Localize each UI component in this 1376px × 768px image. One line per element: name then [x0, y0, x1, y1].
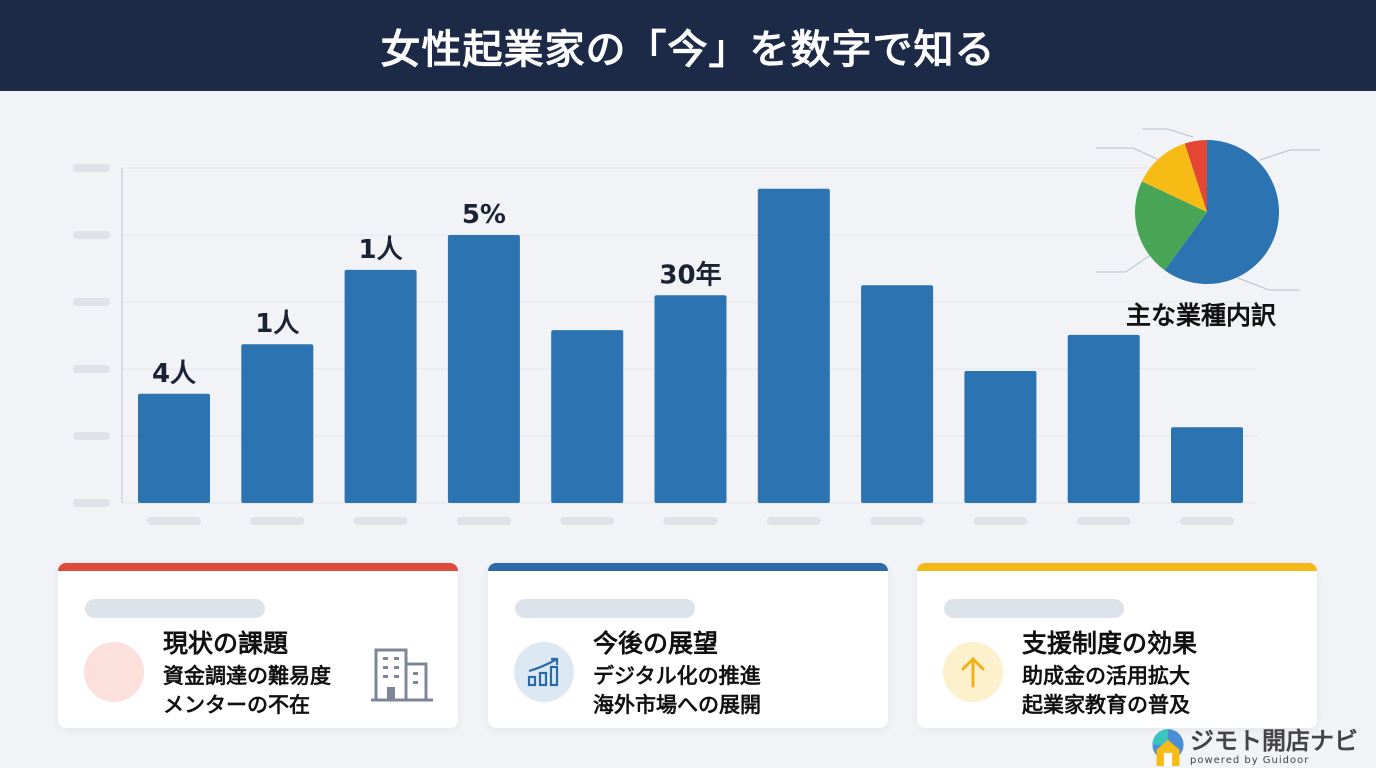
pie-leader-line	[1237, 277, 1300, 291]
card-accent	[488, 563, 888, 571]
x-tick-label-placeholder	[870, 517, 925, 525]
pie-slice	[1184, 140, 1207, 212]
card-challenges: 現状の課題 資金調達の難易度 メンターの不在	[58, 563, 458, 728]
arrow-up-icon	[943, 642, 1003, 702]
circle-icon	[84, 642, 144, 702]
y-tick-label-placeholder	[73, 298, 110, 306]
x-tick-label-placeholder	[973, 517, 1028, 525]
bar	[861, 285, 934, 503]
bar-data-label: 4人	[152, 359, 196, 389]
pie-leader-line	[1142, 128, 1194, 138]
placeholder-pill	[85, 599, 265, 618]
x-tick-label-placeholder	[766, 517, 821, 525]
card-line: メンターの不在	[163, 693, 310, 717]
bar	[344, 269, 417, 503]
x-tick-label-placeholder	[250, 517, 305, 525]
bar	[757, 188, 830, 503]
growth-chart-icon	[514, 642, 574, 702]
logo-tagline: powered by Guidoor	[1190, 755, 1310, 766]
pie-slice	[1141, 143, 1207, 212]
pie-slice	[1134, 181, 1207, 271]
card-outlook: 今後の展望 デジタル化の推進 海外市場への展開	[488, 563, 888, 728]
bar	[447, 235, 520, 503]
bar	[1171, 427, 1243, 503]
pie-leader-line	[1259, 149, 1320, 161]
placeholder-pill	[515, 599, 695, 618]
logo-mark	[1152, 729, 1184, 766]
card-support: 支援制度の効果 助成金の活用拡大 起業家教育の普及	[917, 563, 1317, 728]
y-tick-label-placeholder	[73, 164, 110, 172]
placeholder-pill	[944, 599, 1124, 618]
page-title: 女性起業家の「今」を数字で知る	[380, 26, 996, 73]
x-tick-label-placeholder	[147, 517, 201, 525]
bar	[1067, 334, 1140, 503]
card-title: 支援制度の効果	[1022, 629, 1198, 658]
pie-slice	[1164, 140, 1280, 285]
card-line: 起業家教育の普及	[1022, 693, 1190, 717]
logo: ジモト開店ナビ powered by Guidoor	[1150, 728, 1376, 768]
x-tick-label-placeholder	[456, 517, 511, 525]
card-line: 助成金の活用拡大	[1022, 664, 1190, 688]
bar-data-label: 5%	[462, 200, 506, 230]
x-tick-label-placeholder	[1180, 517, 1234, 525]
header: 女性起業家の「今」を数字で知る	[0, 0, 1376, 91]
x-tick-label-placeholder	[353, 517, 408, 525]
logo-name: ジモト開店ナビ	[1190, 727, 1358, 755]
bar-data-label: 30年	[659, 259, 721, 290]
pie-leader-line	[1096, 251, 1156, 273]
bar	[654, 295, 727, 503]
bar-chart: 4人 1人 1人 5% 30年	[73, 128, 1320, 525]
bar	[964, 371, 1037, 503]
y-tick-label-placeholder	[73, 499, 110, 507]
card-line: デジタル化の推進	[593, 664, 761, 688]
card-line: 資金調達の難易度	[163, 664, 331, 688]
bar	[241, 344, 314, 503]
building-icon	[371, 648, 433, 702]
card-line: 海外市場への展開	[593, 693, 761, 717]
card-title: 今後の展望	[593, 629, 719, 658]
bar-data-label: 1人	[255, 309, 299, 339]
card-title: 現状の課題	[163, 629, 289, 658]
y-tick-label-placeholder	[73, 365, 110, 373]
pie-leader-line	[1096, 147, 1171, 166]
x-tick-label-placeholder	[560, 517, 615, 525]
bar	[551, 330, 624, 503]
bar	[138, 393, 210, 503]
pie-title: 主な業種内訳	[1126, 301, 1277, 330]
y-tick-label-placeholder	[73, 231, 110, 239]
card-accent	[58, 563, 458, 571]
bar-data-label: 1人	[359, 235, 403, 265]
card-accent	[917, 563, 1317, 571]
x-tick-label-placeholder	[663, 517, 718, 525]
x-tick-label-placeholder	[1076, 517, 1131, 525]
y-tick-label-placeholder	[73, 432, 110, 440]
